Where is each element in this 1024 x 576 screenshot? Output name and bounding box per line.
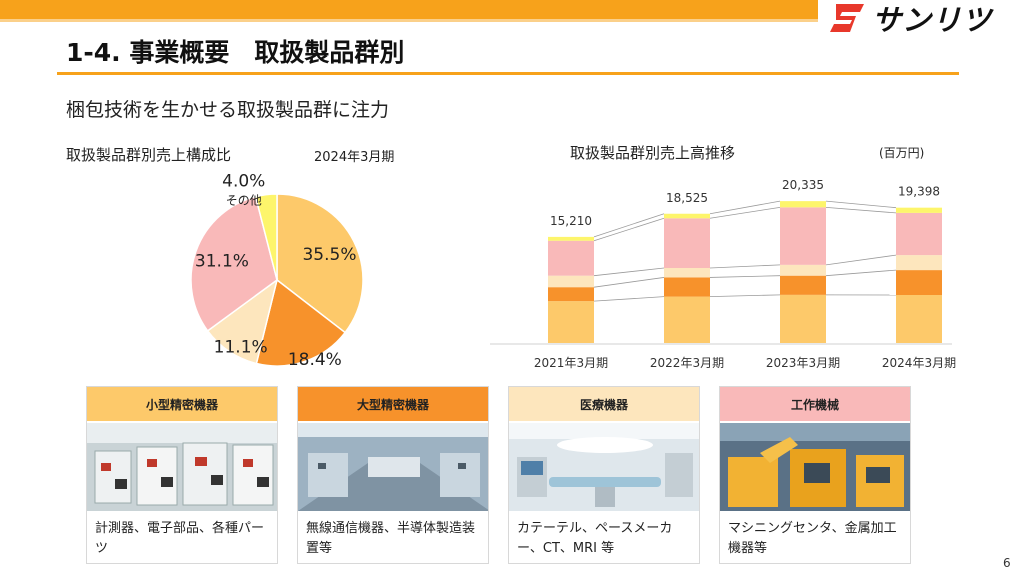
card-photo-machine-tools xyxy=(720,423,910,511)
pie-slice-label: 4.0% xyxy=(222,172,265,192)
series-connector-line xyxy=(593,267,665,277)
series-connector-line xyxy=(825,269,897,277)
bar-segment xyxy=(548,301,594,343)
bar-segment xyxy=(896,270,942,295)
bar-segment xyxy=(780,275,826,295)
bar-chart-title: 取扱製品群別売上高推移 xyxy=(570,144,736,162)
series-connector-line xyxy=(825,254,897,266)
pie-slice-label: 11.1% xyxy=(214,337,268,357)
bar-segment xyxy=(780,201,826,208)
card-medical: 医療機器 カテーテル、ペースメーカー、CT、MRI 等 xyxy=(508,386,700,564)
x-tick-label: 2023年3月期 xyxy=(766,356,840,370)
card-photo-medical xyxy=(509,423,699,511)
pie-slice-label: 35.5% xyxy=(302,245,356,265)
stacked-bar-chart: 15,210 2021年3月期 18,525 2022年3月期 20,335 2023年3… xyxy=(490,178,956,370)
x-tick-label: 2021年3月期 xyxy=(534,356,608,370)
card-title: 大型精密機器 xyxy=(298,387,488,421)
pie-chart-period: 2024年3月期 xyxy=(314,150,395,165)
card-machine-tools: 工作機械 マシニングセンタ、金属加工機器等 xyxy=(719,386,911,564)
x-tick-label: 2024年3月期 xyxy=(882,356,956,370)
series-connector-line xyxy=(593,213,665,238)
page-number: 6 xyxy=(1003,556,1011,570)
pie-slice-label: 18.4% xyxy=(288,350,342,370)
series-connector-line xyxy=(709,294,781,298)
card-description: カテーテル、ペースメーカー、CT、MRI 等 xyxy=(517,521,673,556)
page-subtitle: 梱包技術を生かせる取扱製品群に注力 xyxy=(66,99,390,121)
series-connector-line xyxy=(825,206,897,214)
bar-segment xyxy=(896,255,942,271)
pie-chart: 35.5% 18.4% 11.1% 31.1% 4.0% その他 xyxy=(190,172,364,370)
pie-slice xyxy=(255,278,347,367)
card-small-precision: 小型精密機器 計測器、電子部品、各種パーツ xyxy=(86,386,278,564)
bar-segment xyxy=(896,295,942,343)
pie-slice xyxy=(276,193,364,334)
series-connector-line xyxy=(825,200,897,209)
series-connector-line xyxy=(709,264,781,269)
pie-slice xyxy=(254,193,278,281)
card-description: マシニングセンタ、金属加工機器等 xyxy=(728,521,897,556)
bar-segment xyxy=(664,213,710,219)
x-tick-label: 2022年3月期 xyxy=(650,356,724,370)
bar-segment xyxy=(896,212,942,256)
card-title: 工作機械 xyxy=(720,387,910,421)
pie-slice xyxy=(190,195,278,332)
bar-segment xyxy=(896,207,942,213)
bar-total-label: 20,335 xyxy=(782,178,824,192)
bar-total-label: 19,398 xyxy=(898,185,940,199)
bar-segment xyxy=(780,264,826,276)
bar-segment xyxy=(664,296,710,343)
card-large-precision: 大型精密機器 無線通信機器、半導体製造装置等 xyxy=(297,386,489,564)
bar-total-label: 18,525 xyxy=(666,191,708,205)
bar-segment xyxy=(548,287,594,302)
card-description: 計測器、電子部品、各種パーツ xyxy=(95,521,265,556)
card-title: 小型精密機器 xyxy=(87,387,277,421)
bar-segment xyxy=(548,240,594,276)
series-connector-line xyxy=(593,277,665,288)
bar-segment xyxy=(548,236,594,241)
bar-segment xyxy=(664,268,710,278)
bar-segment xyxy=(780,207,826,265)
page-title: 1-4. 事業概要 取扱製品群別 xyxy=(66,38,405,67)
series-connector-line xyxy=(709,206,781,219)
bar-segment xyxy=(548,275,594,288)
pie-other-label: その他 xyxy=(226,194,262,208)
title-divider xyxy=(57,72,959,75)
series-connector-line xyxy=(709,200,781,215)
top-accent-bar xyxy=(0,0,818,19)
logo-text: サンリツ xyxy=(872,3,993,37)
series-connector-line xyxy=(709,275,781,278)
series-connector-line xyxy=(593,296,665,302)
series-connector-line xyxy=(593,217,665,242)
pie-slice-label: 31.1% xyxy=(195,251,249,271)
pie-chart-title: 取扱製品群別売上構成比 xyxy=(66,146,232,164)
bar-segment xyxy=(780,294,826,343)
company-logo: サンリツ xyxy=(828,0,1018,37)
top-accent-bar-thin xyxy=(0,19,818,22)
bar-segment xyxy=(664,277,710,297)
card-title: 医療機器 xyxy=(509,387,699,421)
card-photo-small-precision xyxy=(87,423,277,511)
bar-chart-unit: (百万円) xyxy=(879,146,925,160)
card-description: 無線通信機器、半導体製造装置等 xyxy=(306,521,476,556)
bar-segment xyxy=(664,218,710,268)
card-photo-large-precision xyxy=(298,423,488,511)
logo-mark-icon xyxy=(830,4,864,32)
bar-total-label: 15,210 xyxy=(550,214,592,228)
